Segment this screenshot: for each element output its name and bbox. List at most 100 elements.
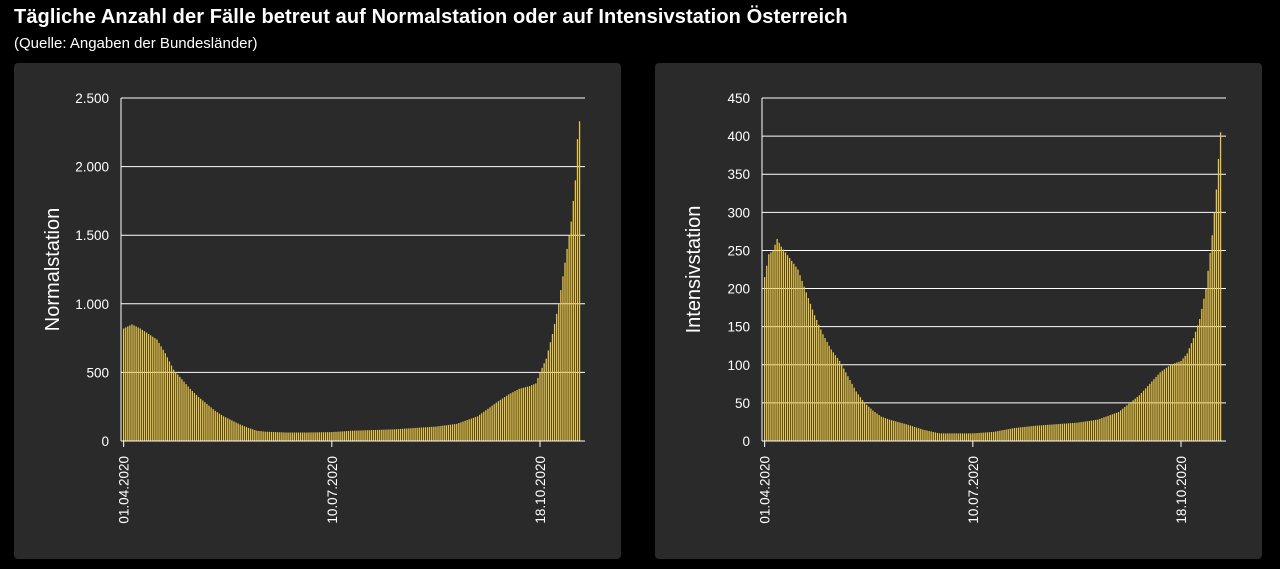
bar [470,418,472,441]
bar [1211,235,1213,441]
bar [222,416,225,441]
bar [439,426,441,441]
bar [1097,419,1099,441]
bar [913,426,916,441]
bar [995,431,997,441]
bar [408,428,410,441]
bar [1205,288,1207,441]
bar [901,423,903,441]
bar [441,425,443,441]
bar [358,430,360,441]
bar [876,413,878,441]
bar [1138,395,1141,441]
bar [978,432,980,441]
bar [431,426,433,441]
bar [1176,362,1178,441]
x-tick-label: 10.07.2020 [325,456,340,524]
bar [160,346,162,441]
bar [911,426,914,441]
bar [170,365,173,441]
bar [820,329,822,441]
bar [1028,426,1030,441]
bar [795,266,797,441]
bar [137,327,139,441]
bar [984,432,986,441]
bar [495,402,497,441]
bar [281,432,283,441]
bar [143,331,146,441]
bar [874,412,876,441]
bar [406,428,408,441]
bar [870,408,872,441]
bar [1157,374,1159,441]
bar [216,412,218,441]
bar [503,397,506,441]
bar [1001,430,1003,441]
bar [381,429,383,441]
bar [391,429,393,441]
bar [533,384,535,441]
bar [385,429,387,441]
bar [1184,355,1186,441]
bar [764,277,766,441]
bar [1182,358,1184,441]
y-tick-label: 1.500 [75,228,109,243]
bar [857,394,859,441]
bar [181,379,183,441]
bar [195,395,198,441]
bar [327,432,329,441]
bar [133,325,135,441]
bar [1174,363,1176,441]
bar [951,433,953,441]
bar [1099,418,1101,441]
bar [541,367,543,441]
bar [934,432,936,441]
bar [999,430,1001,441]
bar [893,420,895,441]
bar [478,414,481,441]
y-tick-label: 400 [727,129,750,144]
bar [368,430,370,441]
bar [497,401,500,441]
bar [1165,367,1168,441]
bar [961,433,964,441]
bar [1053,424,1055,441]
bar [487,408,489,441]
bar [886,418,889,441]
bar [957,433,959,441]
bar [150,335,152,441]
bar [772,250,774,441]
y-tick-label: 350 [727,167,750,182]
bar [337,431,339,441]
bar [1076,422,1078,441]
bar [1022,427,1024,441]
bar [1003,429,1005,441]
bar [141,329,144,441]
bar [218,413,221,441]
bar [426,427,429,441]
bar [404,428,406,441]
bar [437,426,439,441]
bar [212,409,214,441]
bar [1042,425,1045,441]
bar [566,248,568,441]
bar [560,290,562,441]
bar [318,432,320,441]
bar [834,355,837,441]
bar [968,433,970,441]
bar [374,429,377,441]
bar [125,327,127,441]
bar [1159,372,1161,441]
bar [272,431,275,441]
bar [545,358,547,441]
bar [803,286,805,441]
bar [1169,364,1172,441]
bar [882,417,884,441]
bar [535,383,537,441]
bar [456,423,458,441]
page-title: Tägliche Anzahl der Fälle betreut auf No… [14,6,848,28]
bar [254,430,256,441]
bar [818,324,820,441]
bar [493,404,495,441]
bar [851,383,853,441]
